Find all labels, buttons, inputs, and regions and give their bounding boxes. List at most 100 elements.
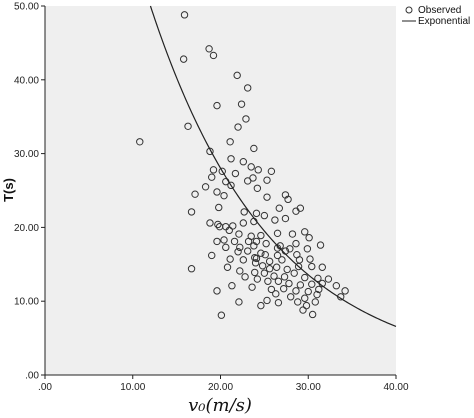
observed-point	[301, 294, 309, 302]
tick-layer: .00 10.00 20.00 30.00 40.00 .00 10.00 20.00 30.0…	[14, 2, 409, 394]
plot-area	[45, 6, 396, 375]
observed-point	[215, 203, 223, 212]
observed-point	[272, 263, 281, 271]
observed-point	[236, 267, 244, 275]
observed-point	[241, 273, 249, 281]
observed-point	[214, 220, 222, 229]
observed-point	[265, 257, 274, 266]
observed-point	[294, 298, 302, 306]
observed-point	[242, 115, 250, 123]
observed-point	[231, 169, 240, 178]
observed-point	[308, 262, 316, 271]
observed-point	[280, 273, 289, 281]
observed-point	[228, 282, 236, 290]
observed-point	[191, 190, 199, 198]
observed-point	[235, 230, 243, 238]
observed-point	[273, 251, 282, 260]
observed-point	[273, 244, 282, 252]
observed-point	[244, 247, 252, 255]
observed-point	[229, 222, 237, 230]
observed-point	[332, 282, 341, 290]
legend-exponential-label: Exponential	[418, 16, 470, 27]
observed-point	[313, 290, 321, 299]
observed-point	[279, 284, 288, 293]
curve-layer	[149, 5, 397, 328]
observed-point	[252, 209, 261, 218]
observed-point	[254, 166, 262, 174]
observed-point	[285, 279, 293, 288]
observed-point	[278, 256, 286, 264]
observed-point	[239, 256, 248, 264]
observed-point	[315, 285, 323, 294]
observed-point	[265, 265, 274, 273]
observed-point	[209, 51, 218, 60]
observed-point	[247, 163, 255, 171]
observed-point	[262, 239, 270, 248]
observed-point	[275, 204, 283, 212]
y-tick-label: 30.00	[14, 149, 39, 160]
observed-point	[251, 268, 259, 277]
observed-point	[236, 243, 244, 252]
observed-point	[223, 263, 232, 271]
observed-point	[273, 229, 282, 238]
observed-point	[226, 255, 234, 263]
observed-point	[286, 245, 294, 253]
observed-point	[316, 241, 325, 249]
observed-point	[250, 242, 258, 250]
y-axis-title: T(s)	[1, 178, 16, 202]
observed-point	[305, 234, 313, 242]
exponential-fit-line	[149, 5, 397, 328]
observed-point	[274, 277, 283, 285]
y-tick-label: 10.00	[14, 297, 39, 308]
observed-point	[234, 248, 242, 256]
observed-point	[206, 219, 214, 227]
observed-point	[308, 280, 316, 288]
observed-point	[180, 11, 189, 19]
observed-point	[296, 281, 305, 289]
observed-point	[257, 301, 265, 310]
observed-point	[213, 188, 221, 196]
observed-point	[263, 176, 271, 184]
observed-point	[239, 158, 248, 166]
observed-point	[227, 181, 235, 190]
observed-point	[213, 237, 221, 246]
observed-point	[225, 226, 233, 235]
observed-point	[270, 272, 278, 280]
x-tick-label: 20.00	[208, 382, 233, 393]
observed-point	[260, 211, 269, 220]
observed-point	[208, 173, 216, 181]
observed-point	[209, 166, 218, 174]
marks-layer	[136, 11, 349, 319]
observed-point	[306, 255, 314, 263]
observed-point	[318, 263, 326, 271]
observed-point	[218, 167, 226, 176]
observed-point	[264, 277, 272, 285]
observed-point	[227, 155, 235, 163]
legend-observed-label: Observed	[418, 5, 461, 16]
y-tick-label: 20.00	[14, 223, 39, 234]
observed-point	[187, 208, 196, 216]
observed-point	[213, 287, 221, 295]
observed-point	[314, 274, 322, 283]
observed-point	[294, 262, 303, 271]
x-tick-label: 40.00	[383, 382, 408, 393]
observed-point	[287, 293, 295, 301]
observed-point	[253, 275, 262, 283]
observed-point	[208, 251, 216, 260]
observed-point	[250, 144, 258, 153]
observed-point	[239, 219, 248, 227]
observed-point	[253, 184, 262, 192]
observed-point	[244, 237, 253, 246]
x-axis-title: v₀(m/s)	[188, 395, 252, 416]
y-tick-label: .00	[25, 371, 39, 382]
observed-point	[324, 275, 333, 283]
observed-point	[136, 138, 144, 146]
x-tick-label: .00	[38, 382, 52, 393]
observed-point	[235, 298, 243, 306]
observed-point	[311, 298, 319, 306]
observed-point	[301, 228, 309, 236]
observed-point	[274, 298, 283, 307]
observed-point	[292, 287, 300, 295]
observed-point	[230, 237, 239, 246]
